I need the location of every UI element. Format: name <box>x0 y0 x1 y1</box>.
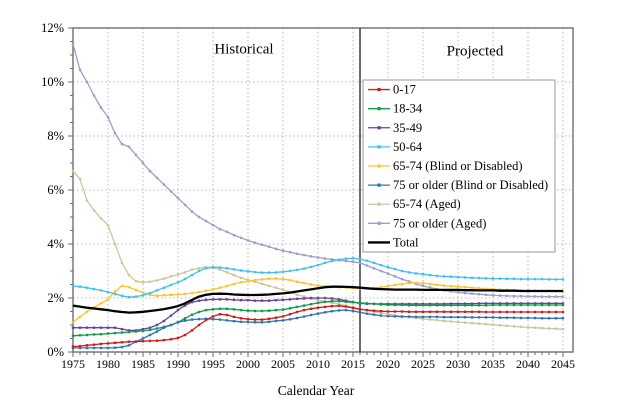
y-tick-label: 0% <box>47 345 64 359</box>
legend-item-age-35-49: 35-49 <box>368 121 422 135</box>
legend-label-age-50-64: 50-64 <box>393 140 423 154</box>
legend: 0-17 18-34 35-49 50-64 65-74 (Blind or Disab… <box>362 79 556 253</box>
legend-item-age-18-34: 18-34 <box>368 102 423 116</box>
y-axis-tick-labels: 0% 2% 4% 6% 8% 10% 12% <box>41 21 64 359</box>
x-tick-label: 1980 <box>96 357 120 371</box>
legend-label-aged-65-74: 65-74 (Aged) <box>393 197 461 211</box>
x-tick-label: 2035 <box>481 357 505 371</box>
x-tick-label: 2010 <box>306 357 330 371</box>
x-tick-label: 1995 <box>201 357 225 371</box>
legend-item-age-50-64: 50-64 <box>368 140 423 154</box>
y-tick-label: 6% <box>47 183 64 197</box>
historical-region-label: Historical <box>214 41 274 58</box>
legend-item-age-0-17: 0-17 <box>368 83 416 97</box>
series-markers-aged-75-older <box>71 43 565 298</box>
legend-label-total: Total <box>393 235 419 249</box>
series-line-total <box>72 285 563 314</box>
x-tick-label: 2030 <box>446 357 470 371</box>
legend-item-bd-65-74: 65-74 (Blind or Disabled) <box>368 159 523 173</box>
x-tick-label: 2015 <box>341 357 365 371</box>
legend-label-bd-75-older: 75 or older (Blind or Disabled) <box>393 178 548 192</box>
legend-label-age-18-34: 18-34 <box>393 102 423 116</box>
y-tick-label: 12% <box>41 21 64 35</box>
x-tick-label: 2005 <box>271 357 295 371</box>
y-tick-label: 4% <box>47 237 64 251</box>
x-axis-title: Calendar Year <box>277 383 355 398</box>
x-tick-label: 2040 <box>516 357 540 371</box>
plot-border <box>72 27 574 353</box>
legend-label-age-0-17: 0-17 <box>393 83 416 97</box>
x-tick-label: 2025 <box>411 357 435 371</box>
legend-item-total: Total <box>368 235 419 249</box>
legend-item-aged-65-74: 65-74 (Aged) <box>368 197 461 211</box>
y-tick-label: 2% <box>47 291 64 305</box>
legend-item-aged-75-older: 75 or older (Aged) <box>368 216 486 230</box>
series-markers-age-0-17 <box>71 304 565 348</box>
y-tick-label: 8% <box>47 129 64 143</box>
legend-label-aged-75-older: 75 or older (Aged) <box>393 216 486 230</box>
legend-label-bd-65-74: 65-74 (Blind or Disabled) <box>393 159 523 173</box>
x-tick-label: 1990 <box>166 357 190 371</box>
x-tick-label: 2000 <box>236 357 260 371</box>
legend-label-age-35-49: 35-49 <box>393 121 422 135</box>
x-tick-label: 1975 <box>61 357 85 371</box>
x-tick-label: 1985 <box>131 357 155 371</box>
x-tick-label: 2020 <box>376 357 400 371</box>
y-tick-label: 10% <box>41 75 64 89</box>
series-markers-bd-75-older <box>71 308 565 350</box>
x-axis-tick-labels: 1975 1980 1985 1990 1995 2000 2005 2010 2015 2020… <box>61 357 575 371</box>
series-markers-age-50-64 <box>71 257 565 299</box>
legend-item-bd-75-older: 75 or older (Blind or Disabled) <box>368 178 548 192</box>
projected-region-label: Projected <box>446 43 504 60</box>
x-tick-label: 2045 <box>551 357 575 371</box>
